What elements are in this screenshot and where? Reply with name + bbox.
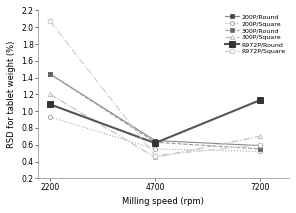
- R972P/Round: [258, 99, 262, 102]
- Line: 300P/Round: 300P/Round: [48, 72, 262, 151]
- R972P/Square: [49, 20, 52, 23]
- 300P/Round: [258, 148, 262, 150]
- 200P/Square: [153, 148, 157, 150]
- 200P/Square: [258, 150, 262, 153]
- Line: 200P/Round: 200P/Round: [48, 72, 262, 148]
- R972P/Round: [49, 103, 52, 106]
- 300P/Square: [258, 135, 262, 138]
- 200P/Square: [49, 116, 52, 118]
- 300P/Square: [153, 156, 157, 159]
- Line: R972P/Round: R972P/Round: [48, 98, 263, 146]
- Legend: 200P/Round, 200P/Square, 300P/Round, 300P/Square, R972P/Round, R972P/Square: 200P/Round, 200P/Square, 300P/Round, 300…: [224, 14, 286, 55]
- 200P/Round: [49, 73, 52, 76]
- 200P/Round: [153, 139, 157, 142]
- Line: R972P/Square: R972P/Square: [48, 19, 262, 158]
- 300P/Square: [49, 93, 52, 96]
- 200P/Round: [258, 144, 262, 147]
- Line: 300P/Square: 300P/Square: [48, 92, 262, 160]
- 300P/Round: [153, 141, 157, 144]
- 300P/Round: [49, 73, 52, 76]
- R972P/Square: [153, 154, 157, 157]
- R972P/Square: [258, 144, 262, 146]
- X-axis label: Milling speed (rpm): Milling speed (rpm): [123, 197, 204, 206]
- Y-axis label: RSD for tablet weight (%): RSD for tablet weight (%): [7, 41, 16, 148]
- Line: 200P/Square: 200P/Square: [48, 115, 262, 154]
- R972P/Round: [153, 142, 157, 144]
